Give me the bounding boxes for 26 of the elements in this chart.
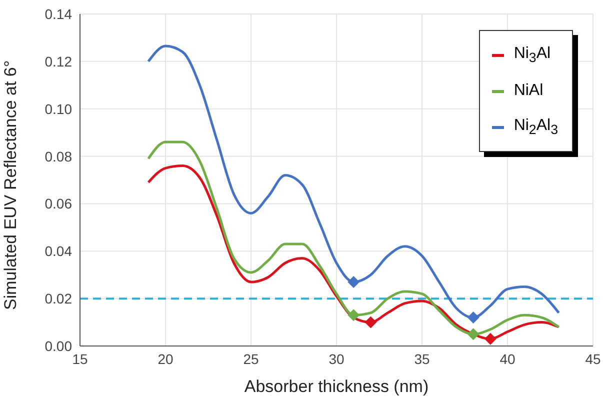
legend-label: Ni$_{2}$Al$_{3}$ <box>514 116 558 138</box>
y-tick-label: 0.04 <box>44 243 72 260</box>
y-tick-label: 0.02 <box>44 290 72 307</box>
x-tick-label: 20 <box>158 350 174 367</box>
y-tick-label: 0.10 <box>44 100 72 117</box>
point <box>348 309 360 322</box>
x-tick-label: 45 <box>585 350 601 367</box>
point <box>467 328 480 340</box>
point <box>348 276 360 288</box>
y-tick-label: 0.12 <box>44 53 72 70</box>
y-tick-label: 0.08 <box>44 148 72 164</box>
x-tick-label: 15 <box>72 350 88 367</box>
x-tick-label: 25 <box>243 350 259 367</box>
point <box>364 316 377 328</box>
legend-label: NiAl <box>514 82 544 100</box>
legend-label: Ni$_{3}$Al <box>514 44 551 66</box>
point <box>467 312 480 324</box>
y-tick-label: 0.06 <box>44 196 72 212</box>
x-tick-label: 30 <box>328 350 344 367</box>
y-axis-title: Simulated EUV Reflectance at 6° <box>1 60 20 310</box>
y-tick-label: 0.14 <box>44 6 72 22</box>
x-axis-title: Absorber thickness (nm) <box>244 377 429 396</box>
x-tick-label: 35 <box>414 350 430 367</box>
point <box>484 332 496 345</box>
x-tick-label: 40 <box>500 350 516 367</box>
y-tick-label: 0.00 <box>44 338 72 354</box>
